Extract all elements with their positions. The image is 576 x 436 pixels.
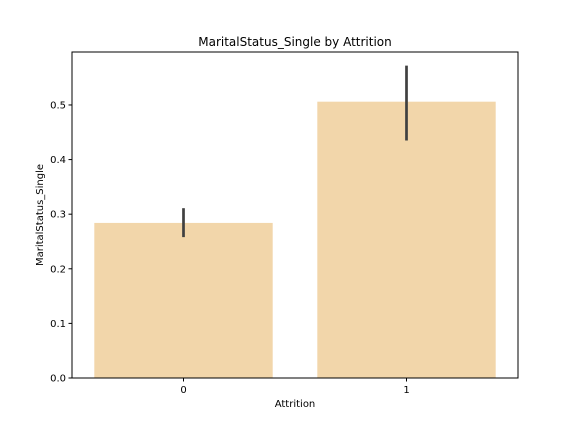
bars-group	[94, 101, 496, 378]
x-tick-label: 0	[180, 385, 186, 396]
error-bars-group	[182, 65, 408, 238]
y-tick-label: 0.5	[50, 100, 66, 111]
y-tick-label: 0.0	[50, 374, 66, 385]
y-tick-label: 0.3	[50, 210, 66, 221]
bar-0	[94, 222, 273, 378]
y-tick-label: 0.4	[50, 155, 66, 166]
x-tick-label: 1	[403, 385, 409, 396]
bar-1	[317, 101, 496, 378]
y-tick-label: 0.2	[50, 264, 66, 275]
x-axis-label: Attrition	[275, 399, 316, 410]
y-axis-ticks: 0.0 0.1 0.2 0.3 0.4 0.5	[50, 100, 72, 385]
y-axis-label: MaritalStatus_Single	[35, 164, 46, 266]
plot-frame	[71, 51, 519, 379]
y-tick-label: 0.1	[50, 319, 66, 330]
chart-title: MaritalStatus_Single by Attrition	[198, 35, 392, 49]
